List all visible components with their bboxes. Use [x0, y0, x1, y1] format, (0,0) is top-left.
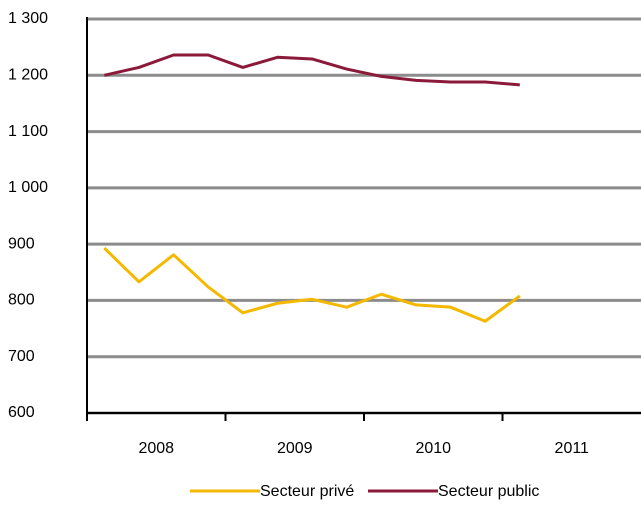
series-line	[103, 247, 521, 323]
x-tick-label: 2009	[277, 440, 313, 457]
x-tick-label: 2008	[138, 440, 174, 457]
x-tick-label: 2011	[555, 440, 590, 457]
x-tick-label: 2010	[415, 440, 451, 457]
y-tick-label: 900	[8, 235, 35, 252]
y-tick-label: 1 300	[8, 10, 48, 27]
y-tick-label: 1 100	[8, 123, 48, 140]
y-tick-label: 600	[8, 404, 35, 421]
legend-label: Secteur public	[438, 483, 539, 500]
legend-label: Secteur privé	[260, 483, 354, 500]
y-tick-label: 800	[8, 292, 35, 309]
series-line	[103, 53, 520, 87]
y-tick-label: 700	[8, 348, 35, 365]
y-tick-label: 1 000	[8, 179, 48, 196]
y-tick-label: 1 200	[8, 67, 48, 84]
